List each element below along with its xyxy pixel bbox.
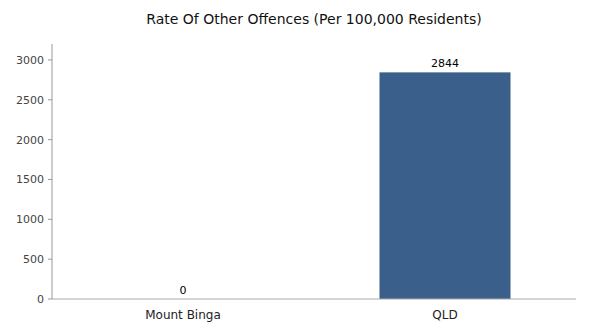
y-axis: 0 500 1000 1500 2000 2500 3000 xyxy=(16,44,52,306)
y-tick xyxy=(48,299,52,300)
y-tick xyxy=(48,179,52,180)
y-axis-line xyxy=(52,44,53,299)
title: Rate Of Other Offences (Per 100,000 Resi… xyxy=(146,11,481,27)
y-tick-label: 2000 xyxy=(16,134,44,147)
y-tick xyxy=(48,99,52,100)
y-tick-label: 1500 xyxy=(16,173,44,186)
y-tick-label: 3000 xyxy=(16,54,44,67)
y-tick-label: 500 xyxy=(23,253,44,266)
bars xyxy=(380,72,511,299)
y-tick xyxy=(48,259,52,260)
y-tick-label: 0 xyxy=(37,293,44,306)
y-tick xyxy=(48,219,52,220)
y-tick-label: 1000 xyxy=(16,213,44,226)
y-tick xyxy=(48,139,52,140)
x-axis-line xyxy=(52,299,576,300)
data-label: 2844 xyxy=(431,57,459,70)
bar xyxy=(380,72,511,299)
x-tick-label: QLD xyxy=(432,308,457,322)
chart: Rate Of Other Offences (Per 100,000 Resi… xyxy=(0,0,592,333)
x-tick-label: Mount Binga xyxy=(145,308,221,322)
data-label: 0 xyxy=(180,284,187,297)
y-tick-label: 2500 xyxy=(16,94,44,107)
y-tick xyxy=(48,59,52,60)
